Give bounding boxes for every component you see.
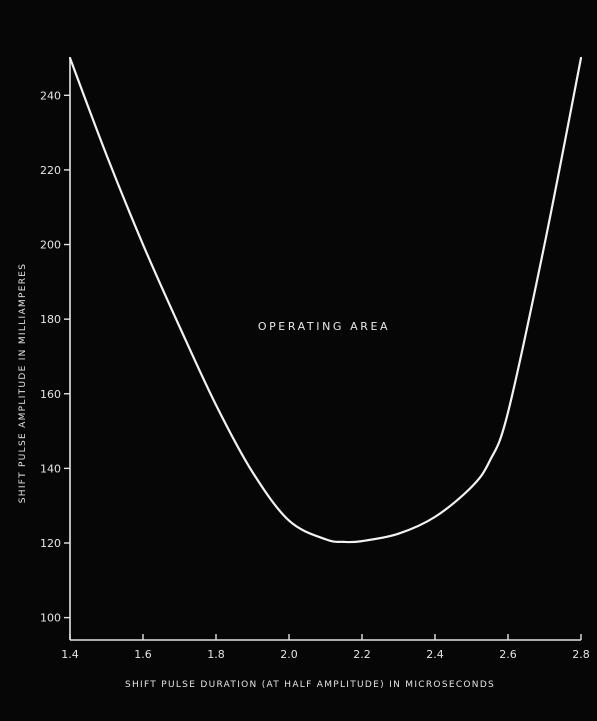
y-tick-label: 180 bbox=[40, 313, 61, 326]
y-tick-label: 120 bbox=[40, 537, 61, 550]
y-tick-label: 160 bbox=[40, 388, 61, 401]
x-tick-label: 1.8 bbox=[207, 648, 225, 661]
y-tick-label: 240 bbox=[40, 89, 61, 102]
x-tick-label: 1.6 bbox=[134, 648, 152, 661]
x-tick-label: 2.6 bbox=[499, 648, 517, 661]
y-tick-label: 140 bbox=[40, 462, 61, 475]
ticks: 1.4 1.6 1.8 2.0 2.2 2.4 2.6 2.8 100 120 140 160 180 2… bbox=[40, 89, 590, 661]
x-axis-title: SHIFT PULSE DURATION (AT HALF AMPLITUDE)… bbox=[125, 680, 495, 690]
y-tick-label: 200 bbox=[40, 239, 61, 252]
y-tick-label: 100 bbox=[40, 612, 61, 625]
y-axis-title: SHIFT PULSE AMPLITUDE IN MILLIAMPERES bbox=[18, 263, 28, 504]
operating-area-annotation: OPERATING AREA bbox=[258, 320, 390, 333]
x-tick-label: 2.0 bbox=[280, 648, 298, 661]
x-tick-label: 2.8 bbox=[572, 648, 590, 661]
x-tick-label: 1.4 bbox=[61, 648, 79, 661]
x-tick-label: 2.2 bbox=[353, 648, 371, 661]
y-tick-label: 220 bbox=[40, 164, 61, 177]
operating-boundary-line bbox=[68, 56, 583, 544]
x-tick-label: 2.4 bbox=[426, 648, 444, 661]
